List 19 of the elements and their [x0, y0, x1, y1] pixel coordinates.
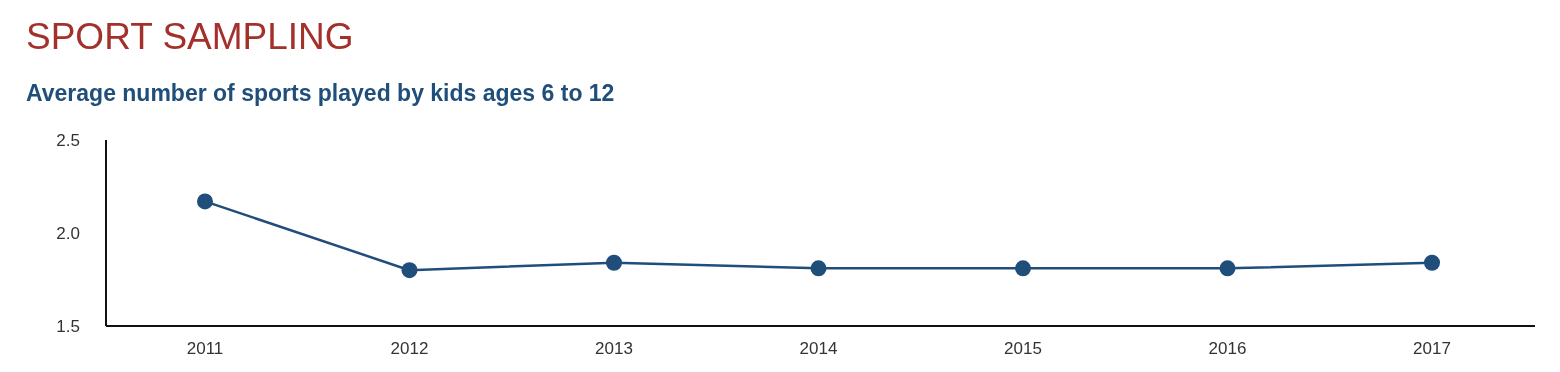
x-tick-label: 2016 — [1208, 339, 1247, 359]
point — [1015, 260, 1031, 277]
y-tick-label: 1.5 — [56, 317, 80, 337]
y-tick-label: 2.5 — [56, 131, 80, 151]
x-tick-label: 2012 — [390, 339, 429, 359]
chart-subtitle: Average number of sports played by kids ages 6 to 12 — [26, 80, 615, 107]
x-tick-label: 2017 — [1413, 339, 1451, 359]
point — [1424, 254, 1440, 271]
point — [810, 260, 827, 277]
chart-title: SPORT SAMPLING — [26, 16, 354, 58]
x-tick-label: 2013 — [595, 339, 633, 359]
y-tick-label: 2.0 — [56, 224, 80, 244]
x-tick-label: 2014 — [799, 339, 838, 359]
point — [1219, 260, 1236, 277]
x-tick-label: 2011 — [186, 339, 224, 359]
point — [197, 193, 213, 210]
point — [606, 254, 622, 271]
x-tick-label: 2015 — [1004, 339, 1042, 359]
point — [401, 262, 418, 279]
